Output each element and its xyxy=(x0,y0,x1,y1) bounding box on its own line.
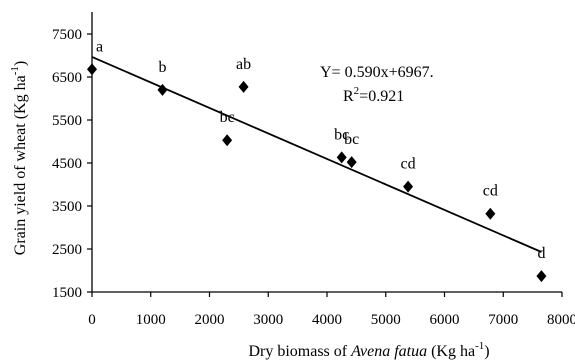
x-axis-title-unit: (Kg ha xyxy=(427,343,475,360)
r-squared-value: =0.921 xyxy=(359,88,404,105)
trend-line xyxy=(91,56,542,253)
x-tick-label: 6000 xyxy=(430,312,460,328)
data-point-marker xyxy=(485,207,496,220)
point-significance-label: cd xyxy=(401,156,416,173)
x-tick-label: 1000 xyxy=(136,312,166,328)
y-ticks: 1500 2500 3500 4500 5500 6500 7500 xyxy=(52,27,92,301)
y-tick-label: 4500 xyxy=(52,156,82,172)
y-tick-label: 6500 xyxy=(52,70,82,86)
y-axis-title-main: Grain yield of wheat (Kg ha xyxy=(12,75,29,255)
point-significance-label: ab xyxy=(236,56,251,73)
x-axis-title: Dry biomass of Avena fatua (Kg ha-1) xyxy=(248,340,489,360)
y-axis-title: Grain yield of wheat (Kg ha-1) xyxy=(9,61,29,255)
y-tick-label: 7500 xyxy=(52,27,82,43)
y-tick-label: 2500 xyxy=(52,242,82,258)
r-squared-sup: 2 xyxy=(354,85,360,97)
data-point-marker xyxy=(536,270,547,283)
x-axis-title-species: Avena fatua xyxy=(350,343,427,360)
data-point-marker xyxy=(87,63,97,76)
point-significance-label: bc xyxy=(344,131,359,148)
y-axis-title-sup: -1 xyxy=(9,66,21,75)
x-axis-title-prefix: Dry biomass of xyxy=(248,343,351,360)
y-axis-title-close: ) xyxy=(12,61,29,66)
x-tick-label: 2000 xyxy=(195,312,225,328)
point-significance-label: b xyxy=(159,59,167,76)
y-tick-label: 3500 xyxy=(52,199,82,215)
r-squared-letter: R xyxy=(343,88,354,105)
point-significance-label: cd xyxy=(483,183,498,200)
point-significance-label: a xyxy=(96,38,103,55)
x-ticks: 0 1000 2000 3000 4000 5000 6000 7000 8000 xyxy=(88,292,575,328)
x-tick-label: 7000 xyxy=(488,312,518,328)
data-point-marker xyxy=(157,83,168,96)
point-significance-label: bc xyxy=(334,126,349,143)
data-point-marker xyxy=(222,134,233,147)
regression-equation: Y= 0.590x+6967. xyxy=(320,64,434,81)
x-axis-title-close: ) xyxy=(484,343,489,360)
y-tick-label: 1500 xyxy=(52,285,82,301)
x-tick-label: 0 xyxy=(88,312,96,328)
x-tick-label: 8000 xyxy=(547,312,575,328)
r-squared: R2=0.921 xyxy=(343,85,404,105)
axes xyxy=(91,12,562,293)
x-tick-label: 3000 xyxy=(253,312,283,328)
data-points xyxy=(87,63,547,283)
data-point-marker xyxy=(403,180,414,193)
data-point-marker xyxy=(336,151,347,164)
x-axis-title-sup: -1 xyxy=(475,340,484,352)
point-significance-label: bc xyxy=(220,109,235,126)
data-point-marker xyxy=(346,156,357,169)
y-tick-label: 5500 xyxy=(52,113,82,129)
x-tick-label: 5000 xyxy=(371,312,401,328)
data-point-marker xyxy=(238,80,249,93)
point-significance-label: d xyxy=(537,245,545,262)
x-tick-label: 4000 xyxy=(312,312,342,328)
